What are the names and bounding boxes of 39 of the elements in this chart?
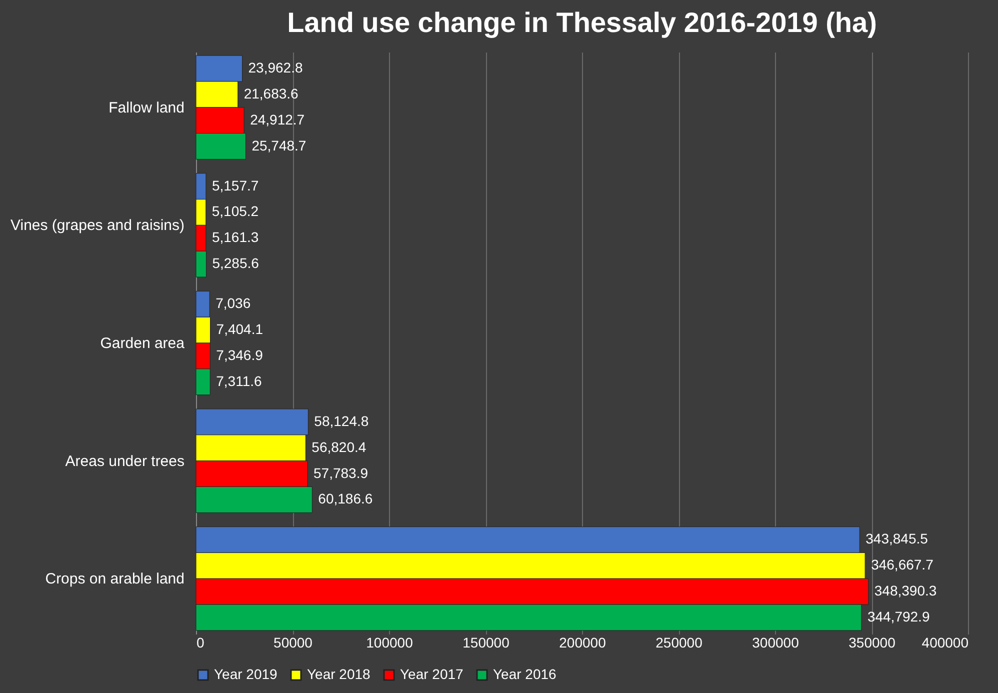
text: 7,311.6 <box>216 372 262 389</box>
text: 24,912.7 <box>250 111 305 128</box>
text: 21,683.6 <box>244 85 298 102</box>
x-tick-label: 50000 <box>274 634 313 650</box>
text: 348,390.3 <box>874 582 937 599</box>
x-tick-label: 0 <box>196 634 204 650</box>
text: 7,346.9 <box>216 346 263 363</box>
text: 5,285.6 <box>212 255 259 272</box>
text: 60,186.6 <box>318 490 373 507</box>
text: 5,105.2 <box>212 203 259 220</box>
text: 23,962.8 <box>248 59 303 76</box>
text: 7,036 <box>216 295 251 312</box>
text: 343,845.5 <box>866 530 928 547</box>
text: 346,667.7 <box>871 556 934 573</box>
y-tick-label: Areas under trees <box>65 452 184 470</box>
x-tick-label: 200000 <box>559 634 606 650</box>
x-tick-label: 350000 <box>848 634 896 650</box>
text: 5,161.3 <box>212 229 259 246</box>
text: 25,748.7 <box>252 137 306 154</box>
chart-title: Land use change in Thessaly 2016-2019 (ha) <box>287 7 877 38</box>
y-tick-label: Garden area <box>100 335 186 352</box>
legend-label: Year 2018 <box>307 666 371 682</box>
x-tick-label: 400000 <box>922 634 969 650</box>
text: 7,404.1 <box>216 321 264 338</box>
y-tick-label: Vines (grapes and raisins) <box>10 217 184 234</box>
x-tick-label: 300000 <box>752 634 800 650</box>
legend-label: Year 2016 <box>493 666 557 682</box>
text: 5,157.7 <box>212 177 259 194</box>
text: 344,792.9 <box>867 608 930 625</box>
legend-label: Year 2019 <box>214 666 278 682</box>
x-tick-label: 100000 <box>366 634 414 650</box>
text: 57,783.9 <box>314 464 368 481</box>
x-tick-label: 150000 <box>462 634 510 650</box>
y-tick-label: Crops on arable land <box>45 570 184 588</box>
legend-label: Year 2017 <box>400 666 464 682</box>
x-tick-label: 250000 <box>656 634 703 650</box>
text: 58,124.8 <box>314 412 369 429</box>
y-tick-label: Fallow land <box>108 99 184 116</box>
text: 56,820.4 <box>312 438 366 455</box>
